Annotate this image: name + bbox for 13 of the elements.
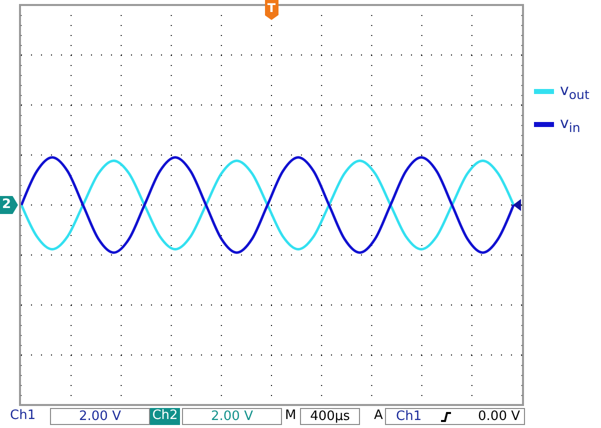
text: Ch2 xyxy=(150,408,180,425)
text: M xyxy=(285,408,298,425)
legend-label: v$_{in}$ xyxy=(560,114,580,135)
text: 0.00 V xyxy=(478,409,520,425)
text: Ch1 xyxy=(396,409,422,425)
text: A xyxy=(374,408,384,425)
text: Ch1 xyxy=(10,408,37,425)
text: 2 xyxy=(0,196,18,214)
legend-label: v$_{out}$ xyxy=(560,81,590,102)
text: 400µs xyxy=(300,408,360,425)
text: 2.00 V xyxy=(50,408,150,425)
text: T xyxy=(264,0,278,20)
text: 2.00 V xyxy=(182,408,282,425)
